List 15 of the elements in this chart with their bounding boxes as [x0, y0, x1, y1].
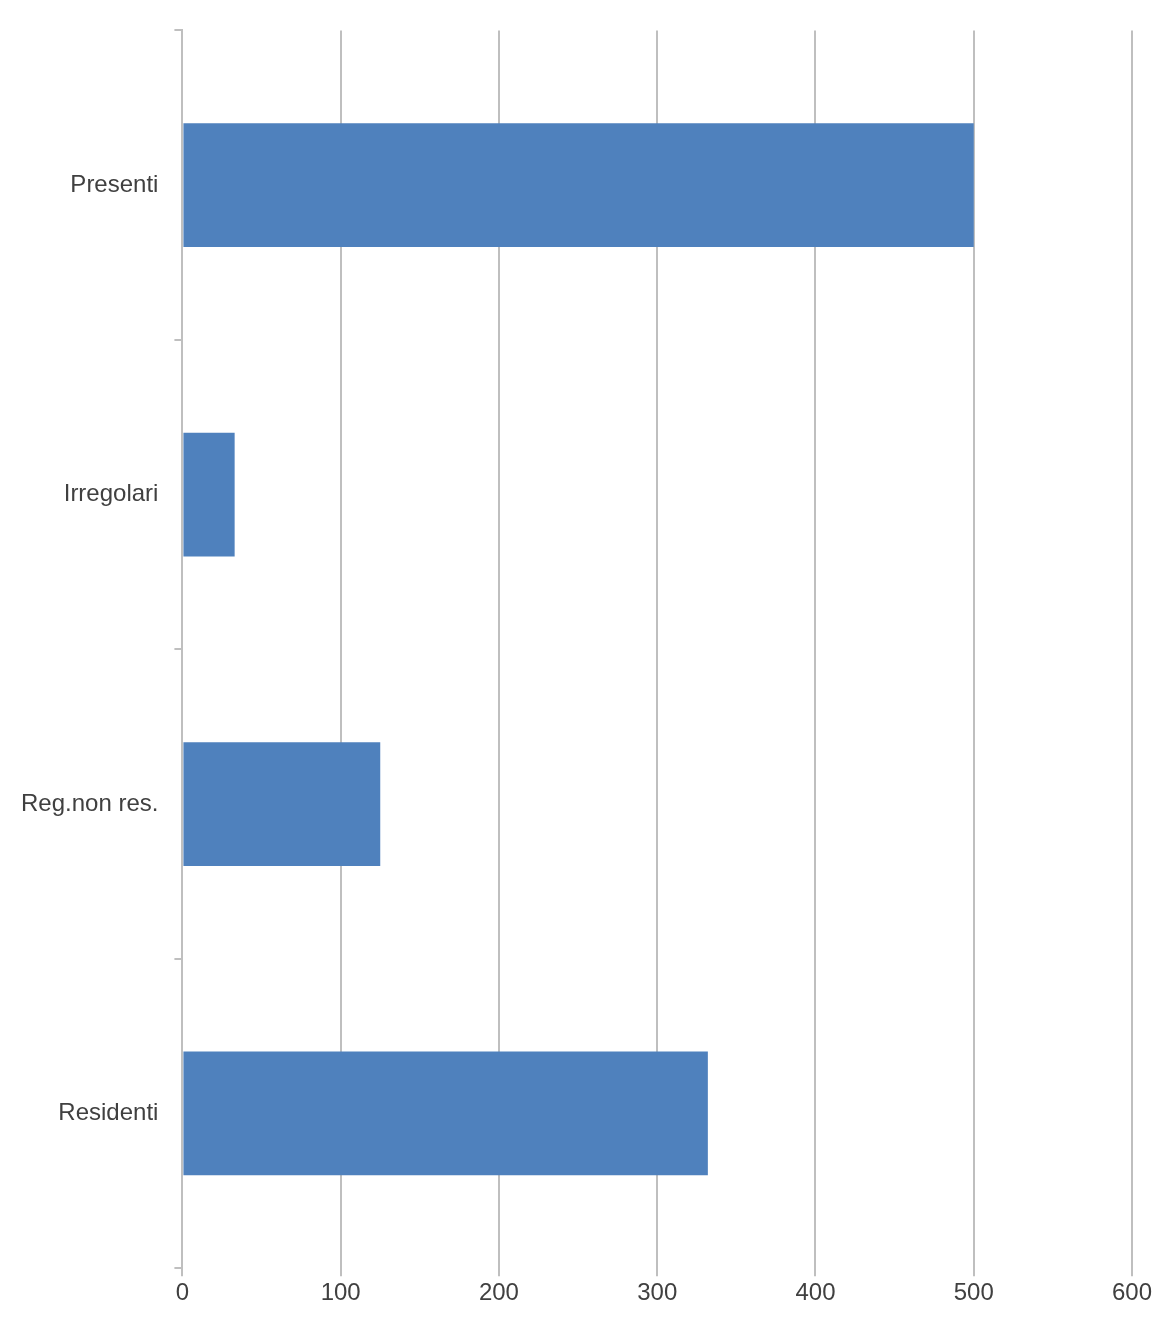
x-tick-label: 500 [953, 1278, 994, 1306]
y-tick-label: Residenti [58, 1098, 159, 1126]
x-tick-label: 300 [637, 1278, 678, 1306]
bar [183, 742, 381, 866]
x-tick-label: 0 [175, 1278, 190, 1306]
y-tick-label: Irregolari [63, 479, 159, 507]
bar [183, 432, 235, 557]
x-tick-label: 400 [795, 1278, 836, 1306]
x-tick-label: 100 [320, 1278, 361, 1306]
y-tick-label: Presenti [70, 169, 159, 197]
bar [183, 1051, 708, 1176]
y-tick-label: Reg.non res. [20, 788, 159, 816]
x-tick-label: 200 [478, 1278, 519, 1306]
x-tick-label: 600 [1111, 1278, 1153, 1306]
bar [183, 123, 974, 248]
